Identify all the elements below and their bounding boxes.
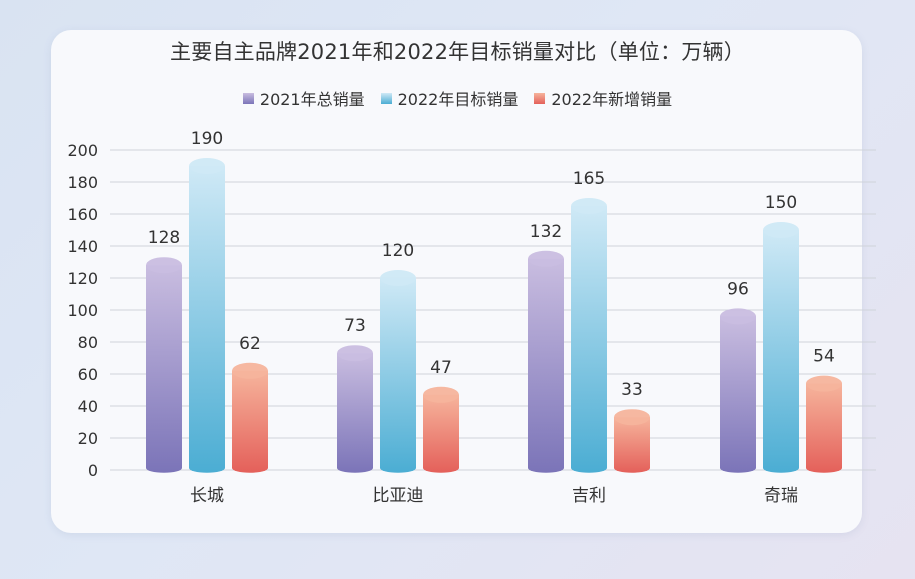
y-tick-label: 180 xyxy=(67,173,98,192)
y-tick-label: 120 xyxy=(67,269,98,288)
legend-swatch xyxy=(534,92,546,104)
bar xyxy=(146,257,182,473)
data-label: 47 xyxy=(430,358,452,378)
bar xyxy=(189,158,225,473)
bar xyxy=(571,198,607,473)
data-label: 73 xyxy=(344,316,366,336)
legend-item[interactable]: 2022年目标销量 xyxy=(380,86,519,110)
bar xyxy=(232,362,268,473)
bar xyxy=(720,308,756,473)
x-tick-label: 吉利 xyxy=(572,486,606,506)
chart-title: 主要自主品牌2021年和2022年目标销量对比（单位：万辆） xyxy=(170,40,745,64)
y-tick-label: 40 xyxy=(78,397,98,416)
y-tick-label: 20 xyxy=(78,429,98,448)
bar xyxy=(614,409,650,473)
legend-label: 2022年新增销量 xyxy=(551,90,673,109)
legend-item[interactable]: 2022年新增销量 xyxy=(534,86,672,110)
y-tick-label: 80 xyxy=(78,333,98,352)
data-label: 96 xyxy=(727,279,749,299)
legend-swatch xyxy=(242,92,254,104)
bar xyxy=(806,375,842,473)
data-label: 132 xyxy=(530,222,562,242)
bar xyxy=(423,386,459,473)
y-tick-label: 60 xyxy=(78,365,98,384)
legend-label: 2021年总销量 xyxy=(259,90,365,109)
data-label: 120 xyxy=(382,241,414,261)
data-label: 54 xyxy=(813,347,835,367)
chart-legend: 2021年总销量 2022年目标销量 2022年新增销量 xyxy=(0,86,915,110)
data-label: 190 xyxy=(191,129,223,149)
y-tick-label: 200 xyxy=(67,141,98,160)
data-label: 165 xyxy=(573,169,605,189)
x-tick-label: 长城 xyxy=(190,486,224,506)
y-tick-label: 160 xyxy=(67,205,98,224)
legend-swatch xyxy=(380,92,392,104)
bar xyxy=(337,345,373,473)
data-label: 150 xyxy=(765,193,797,213)
y-tick-label: 0 xyxy=(88,461,98,480)
bar xyxy=(380,270,416,473)
data-label: 62 xyxy=(239,334,261,354)
data-label: 128 xyxy=(148,228,180,248)
bar xyxy=(763,222,799,473)
y-tick-label: 100 xyxy=(67,301,98,320)
legend-label: 2022年目标销量 xyxy=(397,90,519,109)
x-tick-label: 比亚迪 xyxy=(373,486,424,506)
data-label: 33 xyxy=(621,380,643,400)
legend-item[interactable]: 2021年总销量 xyxy=(242,86,365,110)
y-tick-label: 140 xyxy=(67,237,98,256)
bar xyxy=(528,250,564,473)
x-tick-label: 奇瑞 xyxy=(764,486,798,506)
